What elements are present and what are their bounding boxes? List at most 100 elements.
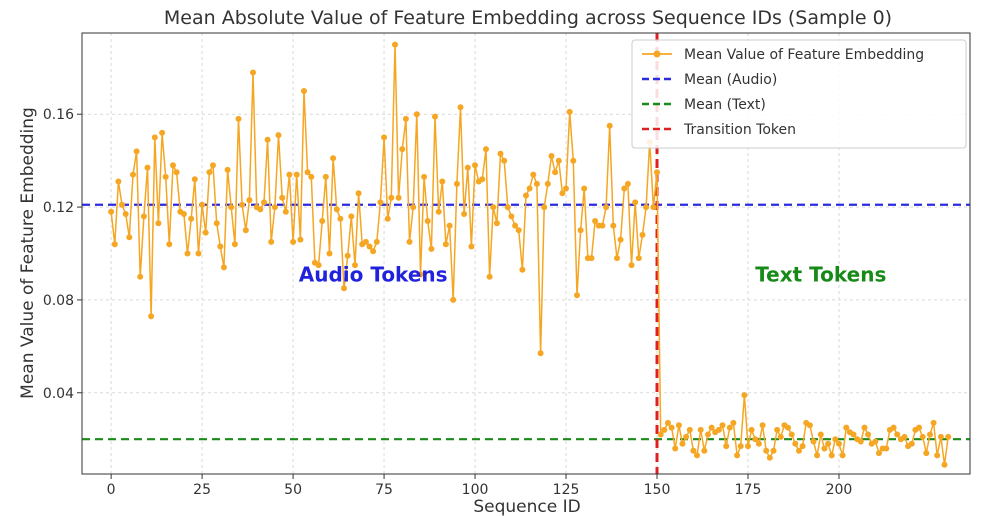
data-point [788, 431, 795, 438]
data-point [930, 419, 937, 426]
chart-title: Mean Absolute Value of Feature Embedding… [164, 7, 892, 29]
data-point [945, 433, 952, 440]
data-point [694, 452, 700, 459]
annotations: Audio Tokens Text Tokens [299, 262, 887, 286]
data-point [341, 285, 347, 292]
data-point [155, 220, 162, 227]
data-point [424, 218, 431, 224]
data-point [337, 215, 344, 222]
data-point [446, 222, 453, 229]
data-point [512, 222, 519, 229]
data-point [224, 166, 231, 173]
legend-box [631, 39, 967, 149]
data-point [402, 115, 409, 122]
data-point [916, 424, 922, 431]
data-point [501, 157, 508, 164]
data-point [206, 169, 213, 176]
data-point [657, 431, 664, 438]
data-point [523, 192, 529, 199]
data-point [836, 440, 842, 447]
data-point [119, 201, 125, 208]
data-point [745, 443, 751, 450]
data-point [730, 419, 737, 426]
data-point [799, 443, 806, 450]
data-point [497, 150, 504, 157]
data-point [752, 436, 759, 443]
x-tick-label: 50 [284, 482, 302, 498]
data-point [544, 180, 551, 187]
data-point [377, 199, 384, 206]
data-point [533, 180, 540, 187]
data-point [217, 243, 224, 250]
data-point [231, 241, 238, 248]
legend-entry-label: Mean (Text) [684, 97, 766, 113]
data-point [148, 313, 155, 320]
data-point [333, 206, 340, 213]
data-point [621, 185, 628, 192]
data-point [566, 108, 573, 115]
data-point [555, 157, 562, 164]
data-point [235, 115, 242, 122]
data-point [435, 208, 442, 215]
data-point [937, 433, 944, 440]
data-point [697, 426, 704, 433]
data-point [166, 241, 173, 248]
data-point [344, 252, 351, 259]
data-point [180, 211, 187, 217]
data-point [133, 148, 140, 155]
data-point [228, 204, 235, 211]
data-point [301, 88, 307, 94]
data-point [115, 178, 122, 185]
x-axis-label: Sequence ID [473, 497, 580, 516]
data-point [275, 132, 282, 139]
x-tick-label: 150 [644, 482, 671, 498]
data-point [388, 194, 395, 201]
data-point [828, 452, 835, 459]
data-point [672, 445, 679, 452]
data-point [468, 243, 475, 250]
data-point [923, 450, 930, 457]
data-point [559, 190, 566, 197]
data-point [479, 176, 486, 183]
data-point [632, 199, 639, 206]
y-tick-label: 0.12 [43, 200, 74, 216]
data-point [908, 440, 915, 447]
data-point [453, 180, 460, 187]
data-point [348, 213, 355, 220]
data-point [548, 153, 555, 159]
data-point [541, 204, 548, 211]
data-point [257, 206, 264, 213]
data-point [577, 227, 584, 234]
data-point [457, 104, 464, 111]
data-point [464, 164, 471, 171]
data-point [872, 438, 879, 445]
data-point [108, 208, 115, 215]
data-point [774, 426, 781, 433]
x-tick-label: 75 [375, 482, 393, 498]
data-point [839, 452, 846, 459]
data-point [304, 169, 311, 176]
data-point [326, 250, 333, 257]
x-tick-label: 0 [107, 482, 116, 498]
y-tick-label: 0.08 [43, 293, 74, 309]
data-point [195, 250, 202, 257]
data-point [861, 424, 868, 431]
data-point [122, 211, 129, 217]
data-point [675, 422, 682, 429]
data-point [384, 215, 391, 222]
data-point [563, 185, 569, 192]
data-point [927, 431, 933, 438]
data-point [581, 185, 588, 192]
data-point [330, 155, 337, 162]
data-point [290, 238, 297, 245]
data-point [723, 443, 730, 450]
data-point [574, 292, 580, 299]
data-point [130, 171, 136, 178]
data-point [650, 204, 657, 211]
data-point [941, 461, 948, 468]
data-point [901, 433, 908, 440]
data-point [890, 424, 897, 431]
data-point [483, 146, 489, 153]
data-point [508, 213, 515, 220]
data-point [297, 236, 304, 243]
